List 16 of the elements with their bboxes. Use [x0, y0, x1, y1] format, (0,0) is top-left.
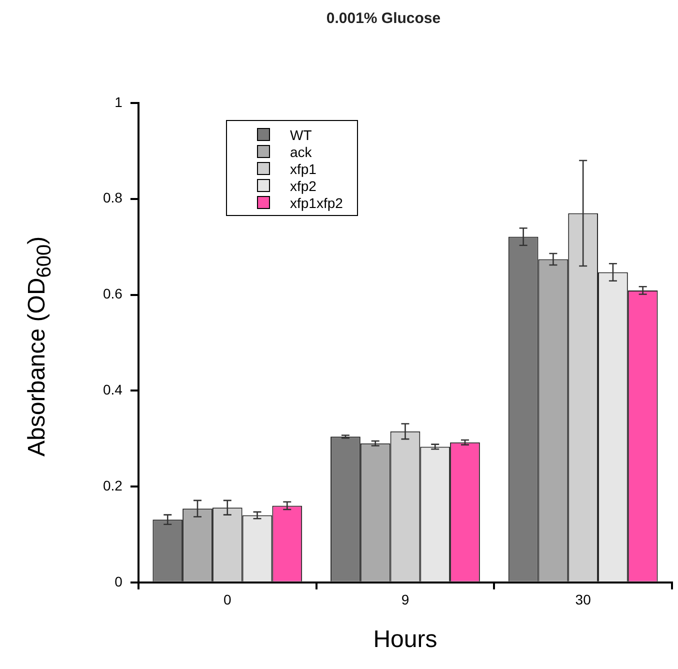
y-tick-label: 0.4 — [102, 382, 123, 398]
legend-label: xfp2 — [290, 178, 316, 194]
x-tick-label: 0 — [223, 592, 232, 608]
y-tick-label: 0.2 — [102, 477, 123, 494]
x-axis-title: Hours — [373, 626, 438, 654]
y-tick-label: 0.8 — [102, 190, 123, 206]
x-tick-label: 30 — [575, 592, 592, 608]
legend-label: ack — [290, 144, 312, 160]
chart-title: 0.001% Glucose — [326, 10, 441, 28]
legend-label: xfp1xfp2 — [290, 194, 343, 210]
y-tick-label: 0 — [114, 573, 123, 590]
legend-label: WT — [290, 126, 312, 142]
legend-label: xfp1 — [290, 160, 316, 176]
y-tick-label: 1 — [114, 94, 123, 110]
x-tick-label: 9 — [401, 592, 410, 608]
y-tick-label: 0.6 — [102, 286, 123, 302]
